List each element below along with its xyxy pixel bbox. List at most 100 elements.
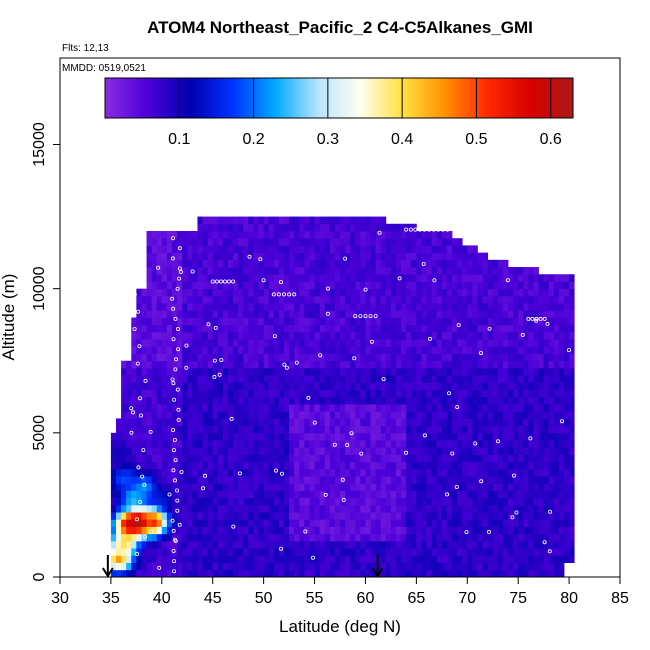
heatmap-cell — [467, 569, 473, 578]
heatmap-cell — [268, 353, 275, 362]
heatmap-cell — [446, 411, 453, 419]
heatmap-cell — [156, 310, 163, 318]
heatmap-cell — [390, 540, 397, 549]
heatmap-cell — [441, 339, 448, 347]
heatmap-cell — [294, 223, 300, 232]
heatmap-cell — [411, 303, 417, 311]
heatmap-cell — [564, 519, 570, 527]
heatmap-cell — [380, 360, 387, 369]
heatmap-cell — [355, 526, 361, 535]
heatmap-cell — [121, 548, 127, 556]
heatmap-cell — [177, 569, 183, 578]
heatmap-cell — [441, 512, 448, 520]
heatmap-cell — [472, 396, 478, 405]
heatmap-cell — [222, 425, 229, 434]
heatmap-cell — [284, 295, 290, 304]
heatmap-cell — [202, 245, 209, 254]
heatmap-cell — [166, 476, 173, 484]
heatmap-cell — [172, 504, 178, 513]
heatmap-cell — [518, 288, 524, 297]
heatmap-cell — [253, 295, 259, 304]
heatmap-cell — [416, 317, 422, 326]
heatmap-cell — [416, 259, 422, 268]
heatmap-cell — [324, 317, 331, 326]
heatmap-cell — [172, 317, 178, 326]
heatmap-cell — [217, 411, 224, 419]
heatmap-cell — [396, 274, 402, 282]
heatmap-cell — [136, 288, 142, 297]
heatmap-cell — [421, 360, 427, 369]
heatmap-cell — [446, 425, 453, 434]
heatmap-cell — [533, 461, 539, 470]
heatmap-cell — [329, 533, 336, 542]
heatmap-cell — [350, 367, 356, 376]
heatmap-cell — [411, 259, 417, 268]
heatmap-cell — [197, 339, 203, 347]
heatmap-cell — [553, 396, 560, 405]
heatmap-cell — [564, 468, 570, 477]
heatmap-cell — [273, 245, 280, 254]
track-point — [281, 292, 286, 297]
heatmap-cell — [523, 425, 529, 434]
heatmap-cell — [538, 490, 545, 499]
heatmap-cell — [390, 245, 397, 254]
heatmap-cell — [228, 231, 234, 239]
heatmap-cell — [411, 367, 417, 376]
heatmap-cell — [121, 497, 127, 506]
heatmap-cell — [553, 411, 560, 419]
heatmap-cell — [166, 252, 173, 261]
heatmap-cell — [365, 562, 371, 571]
heatmap-cell — [523, 468, 529, 477]
heatmap-cell — [202, 555, 209, 563]
heatmap-cell — [324, 310, 331, 318]
heatmap-cell — [278, 346, 285, 354]
heatmap-cell — [284, 367, 290, 376]
heatmap-cell — [543, 461, 550, 470]
heatmap-cell — [131, 562, 137, 571]
heatmap-cell — [380, 404, 387, 412]
track-point — [261, 278, 266, 283]
heatmap-cell — [334, 411, 341, 419]
heatmap-cell — [228, 411, 234, 419]
heatmap-cell — [390, 483, 397, 491]
heatmap-cell — [482, 497, 489, 506]
heatmap-cell — [238, 526, 244, 535]
heatmap-cell — [518, 440, 524, 448]
heatmap-cell — [187, 519, 193, 527]
heatmap-cell — [324, 425, 331, 434]
heatmap-cell — [508, 548, 514, 556]
heatmap-cell — [222, 411, 229, 419]
heatmap-cell — [182, 468, 188, 477]
heatmap-cell — [452, 447, 458, 455]
heatmap-cell — [482, 540, 489, 549]
heatmap-cell — [228, 569, 234, 578]
heatmap-cell — [446, 324, 453, 333]
heatmap-cell — [431, 267, 438, 275]
heatmap-cell — [217, 259, 224, 268]
heatmap-cell — [421, 425, 427, 434]
heatmap-cell — [207, 367, 214, 376]
heatmap-cell — [396, 512, 402, 520]
track-point — [303, 529, 308, 534]
heatmap-cell — [228, 367, 234, 376]
heatmap-cell — [502, 411, 509, 419]
heatmap-cell — [340, 555, 346, 563]
heatmap-cell — [233, 468, 239, 477]
heatmap-cell — [253, 468, 259, 477]
heatmap-cell — [217, 360, 224, 369]
heatmap-cell — [482, 274, 489, 282]
track-point — [175, 286, 180, 291]
heatmap-cell — [446, 396, 453, 405]
heatmap-cell — [202, 447, 209, 455]
heatmap-cell — [350, 512, 356, 520]
heatmap-cell — [436, 461, 443, 470]
heatmap-cell — [212, 432, 219, 441]
heatmap-cell — [452, 490, 458, 499]
heatmap-cell — [380, 281, 387, 290]
heatmap-cell — [217, 288, 224, 297]
heatmap-cell — [289, 324, 295, 333]
heatmap-cell — [492, 267, 499, 275]
heatmap-cell — [284, 353, 290, 362]
heatmap-cell — [304, 252, 310, 261]
heatmap-cell — [156, 569, 163, 578]
